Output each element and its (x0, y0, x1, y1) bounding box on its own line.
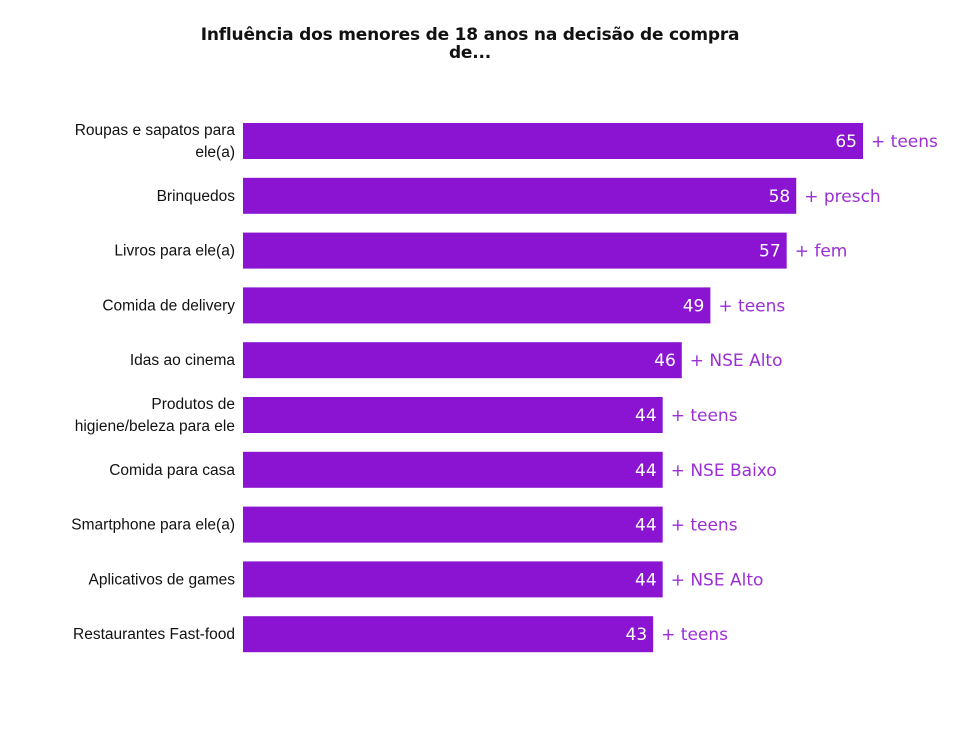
bar-annotation-label: + fem (795, 242, 848, 262)
bar-value-label: 65 (835, 132, 857, 152)
bar-value-label: 49 (683, 296, 705, 316)
chart-title-line-2: de... (448, 43, 492, 63)
category-label: Smartphone para ele(a) (71, 517, 235, 534)
category-label: Brinquedos (157, 188, 236, 205)
bar-value-label: 46 (654, 351, 676, 371)
category-label: Livros para ele(a) (114, 243, 235, 260)
category-label: Idas ao cinema (130, 352, 235, 369)
bar-value-label: 44 (635, 516, 657, 536)
bar-annotation-label: + NSE Alto (690, 351, 783, 371)
bar (243, 287, 711, 324)
category-label: Comida para casa (109, 462, 235, 479)
bar-annotation-label: + teens (871, 132, 938, 152)
bar-value-label: 58 (769, 187, 791, 207)
bar-value-label: 57 (759, 242, 781, 262)
category-label: Aplicativos de games (89, 571, 236, 588)
bar (243, 342, 682, 379)
bar (243, 561, 663, 598)
category-label: Restaurantes Fast-food (73, 626, 235, 643)
bar-annotation-label: + teens (661, 625, 728, 645)
bar (243, 123, 863, 159)
category-label: Produtos de higiene/beleza para ele (75, 396, 235, 435)
bar-annotation-label: + NSE Baixo (671, 461, 777, 481)
bar-annotation-label: + teens (671, 406, 738, 426)
bar-value-label: 43 (626, 625, 648, 645)
bar (243, 397, 663, 433)
chart-title: Influência dos menores de 18 anos na dec… (150, 26, 790, 62)
bar-annotation-label: + teens (671, 516, 738, 536)
category-label: Roupas e sapatos para ele(a) (75, 122, 236, 161)
bar (243, 616, 654, 653)
bar-annotation-label: + teens (718, 296, 785, 316)
bar-annotation-label: + NSE Alto (671, 570, 764, 590)
bar-value-label: 44 (635, 570, 657, 590)
bar-annotation-label: + presch (804, 187, 881, 207)
bar (243, 232, 787, 269)
category-label: Comida de delivery (102, 297, 235, 314)
bar-value-label: 44 (635, 461, 657, 481)
bar-value-label: 44 (635, 406, 657, 426)
chart-title-line-1: Influência dos menores de 18 anos na dec… (200, 25, 740, 45)
bar (243, 451, 663, 488)
bar (243, 506, 663, 543)
bar (243, 177, 797, 214)
